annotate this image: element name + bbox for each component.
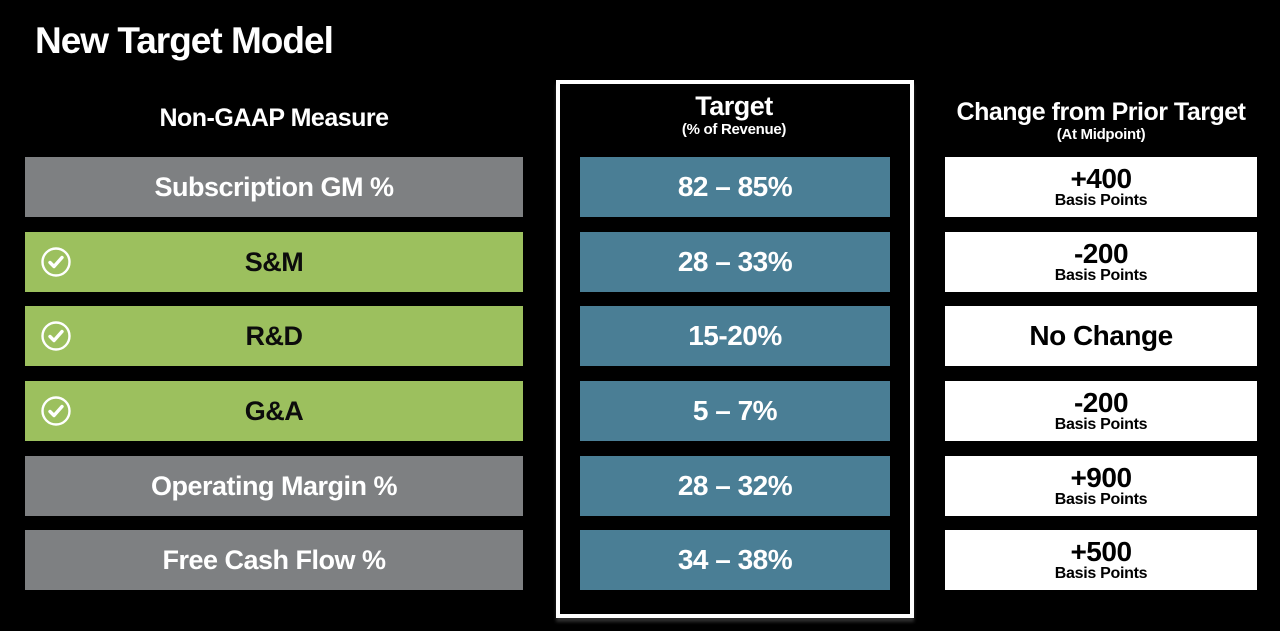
change-cell: +900 Basis Points — [945, 456, 1257, 516]
table-row: Free Cash Flow % 34 – 38% +500 Basis Poi… — [0, 530, 1280, 590]
target-header-subheader: (% of Revenue) — [681, 121, 787, 138]
measure-label: S&M — [244, 246, 304, 277]
measure-cell: Free Cash Flow % — [25, 530, 523, 590]
measure-label: R&D — [245, 320, 304, 351]
target-cell: 34 – 38% — [580, 530, 890, 590]
measure-label: Operating Margin % — [150, 470, 398, 501]
measure-label: Subscription GM % — [154, 171, 394, 202]
measure-cell: S&M — [25, 232, 523, 292]
change-unit: Basis Points — [1054, 565, 1148, 583]
target-value: 28 – 33% — [677, 246, 793, 277]
target-cell: 28 – 33% — [580, 232, 890, 292]
target-cell: 82 – 85% — [580, 157, 890, 217]
change-unit: Basis Points — [1054, 491, 1148, 509]
table-row: Operating Margin % 28 – 32% +900 Basis P… — [0, 456, 1280, 516]
measure-cell: R&D — [25, 306, 523, 366]
column-header-change: Change from Prior Target (At Midpoint) — [945, 98, 1257, 143]
change-header-subheader: (At Midpoint) — [1056, 126, 1146, 143]
target-value: 34 – 38% — [677, 544, 793, 575]
change-cell: -200 Basis Points — [945, 232, 1257, 292]
check-circle-icon — [40, 320, 72, 352]
change-header-label: Change from Prior Target — [956, 98, 1246, 126]
target-value: 28 – 32% — [677, 470, 793, 501]
change-value: +500 — [1070, 535, 1132, 567]
check-circle-icon — [40, 246, 72, 278]
column-header-target: Target (% of Revenue) — [556, 91, 912, 138]
target-cell: 15-20% — [580, 306, 890, 366]
target-header-label: Target — [695, 91, 773, 121]
change-cell: No Change — [945, 306, 1257, 366]
target-column-outline — [556, 80, 914, 618]
change-value: -200 — [1073, 237, 1129, 269]
check-circle-icon — [40, 395, 72, 427]
table-row: G&A 5 – 7% -200 Basis Points — [0, 381, 1280, 441]
measure-label: G&A — [244, 395, 304, 426]
change-value: No Change — [1029, 320, 1173, 352]
change-cell: +400 Basis Points — [945, 157, 1257, 217]
change-cell: +500 Basis Points — [945, 530, 1257, 590]
table-row: Subscription GM % 82 – 85% +400 Basis Po… — [0, 157, 1280, 217]
change-value: +900 — [1070, 461, 1132, 493]
change-unit: Basis Points — [1054, 416, 1148, 434]
change-cell: -200 Basis Points — [945, 381, 1257, 441]
change-value: -200 — [1073, 386, 1129, 418]
column-header-measure: Non-GAAP Measure — [25, 104, 523, 133]
target-value: 15-20% — [688, 320, 782, 351]
table-row: S&M 28 – 33% -200 Basis Points — [0, 232, 1280, 292]
measure-cell: G&A — [25, 381, 523, 441]
change-unit: Basis Points — [1054, 267, 1148, 285]
change-value: +400 — [1070, 162, 1132, 194]
change-unit: Basis Points — [1054, 192, 1148, 210]
table-row: R&D 15-20% No Change — [0, 306, 1280, 366]
page-title: New Target Model — [35, 20, 334, 61]
measure-cell: Subscription GM % — [25, 157, 523, 217]
target-cell: 28 – 32% — [580, 456, 890, 516]
measure-header-label: Non-GAAP Measure — [159, 104, 389, 132]
target-value: 5 – 7% — [692, 395, 778, 426]
target-cell: 5 – 7% — [580, 381, 890, 441]
target-value: 82 – 85% — [677, 171, 793, 202]
measure-label: Free Cash Flow % — [162, 544, 386, 575]
measure-cell: Operating Margin % — [25, 456, 523, 516]
